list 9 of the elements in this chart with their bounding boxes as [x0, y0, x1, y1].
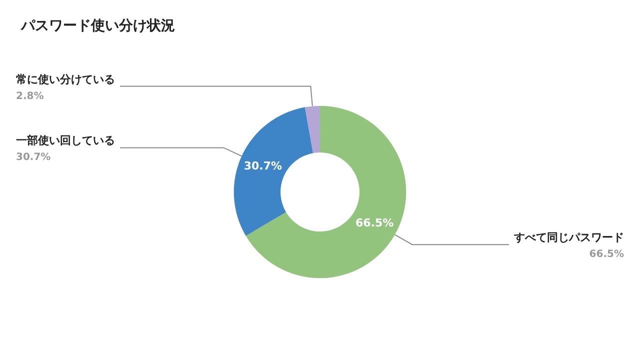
text: 66.5% [589, 249, 624, 260]
slice-label: すべて同じパスワード [513, 231, 624, 244]
data-label: 30.7% [244, 159, 282, 172]
data-label: 66.5% [355, 216, 394, 230]
text: 30.7% [16, 152, 51, 164]
slice-label: 常に使い分けている [16, 72, 115, 86]
slice-label: 一部使い回している [16, 134, 115, 148]
data-label: 2.8% [16, 90, 44, 102]
chart-title: パスワード使い分け状況 [20, 18, 175, 34]
